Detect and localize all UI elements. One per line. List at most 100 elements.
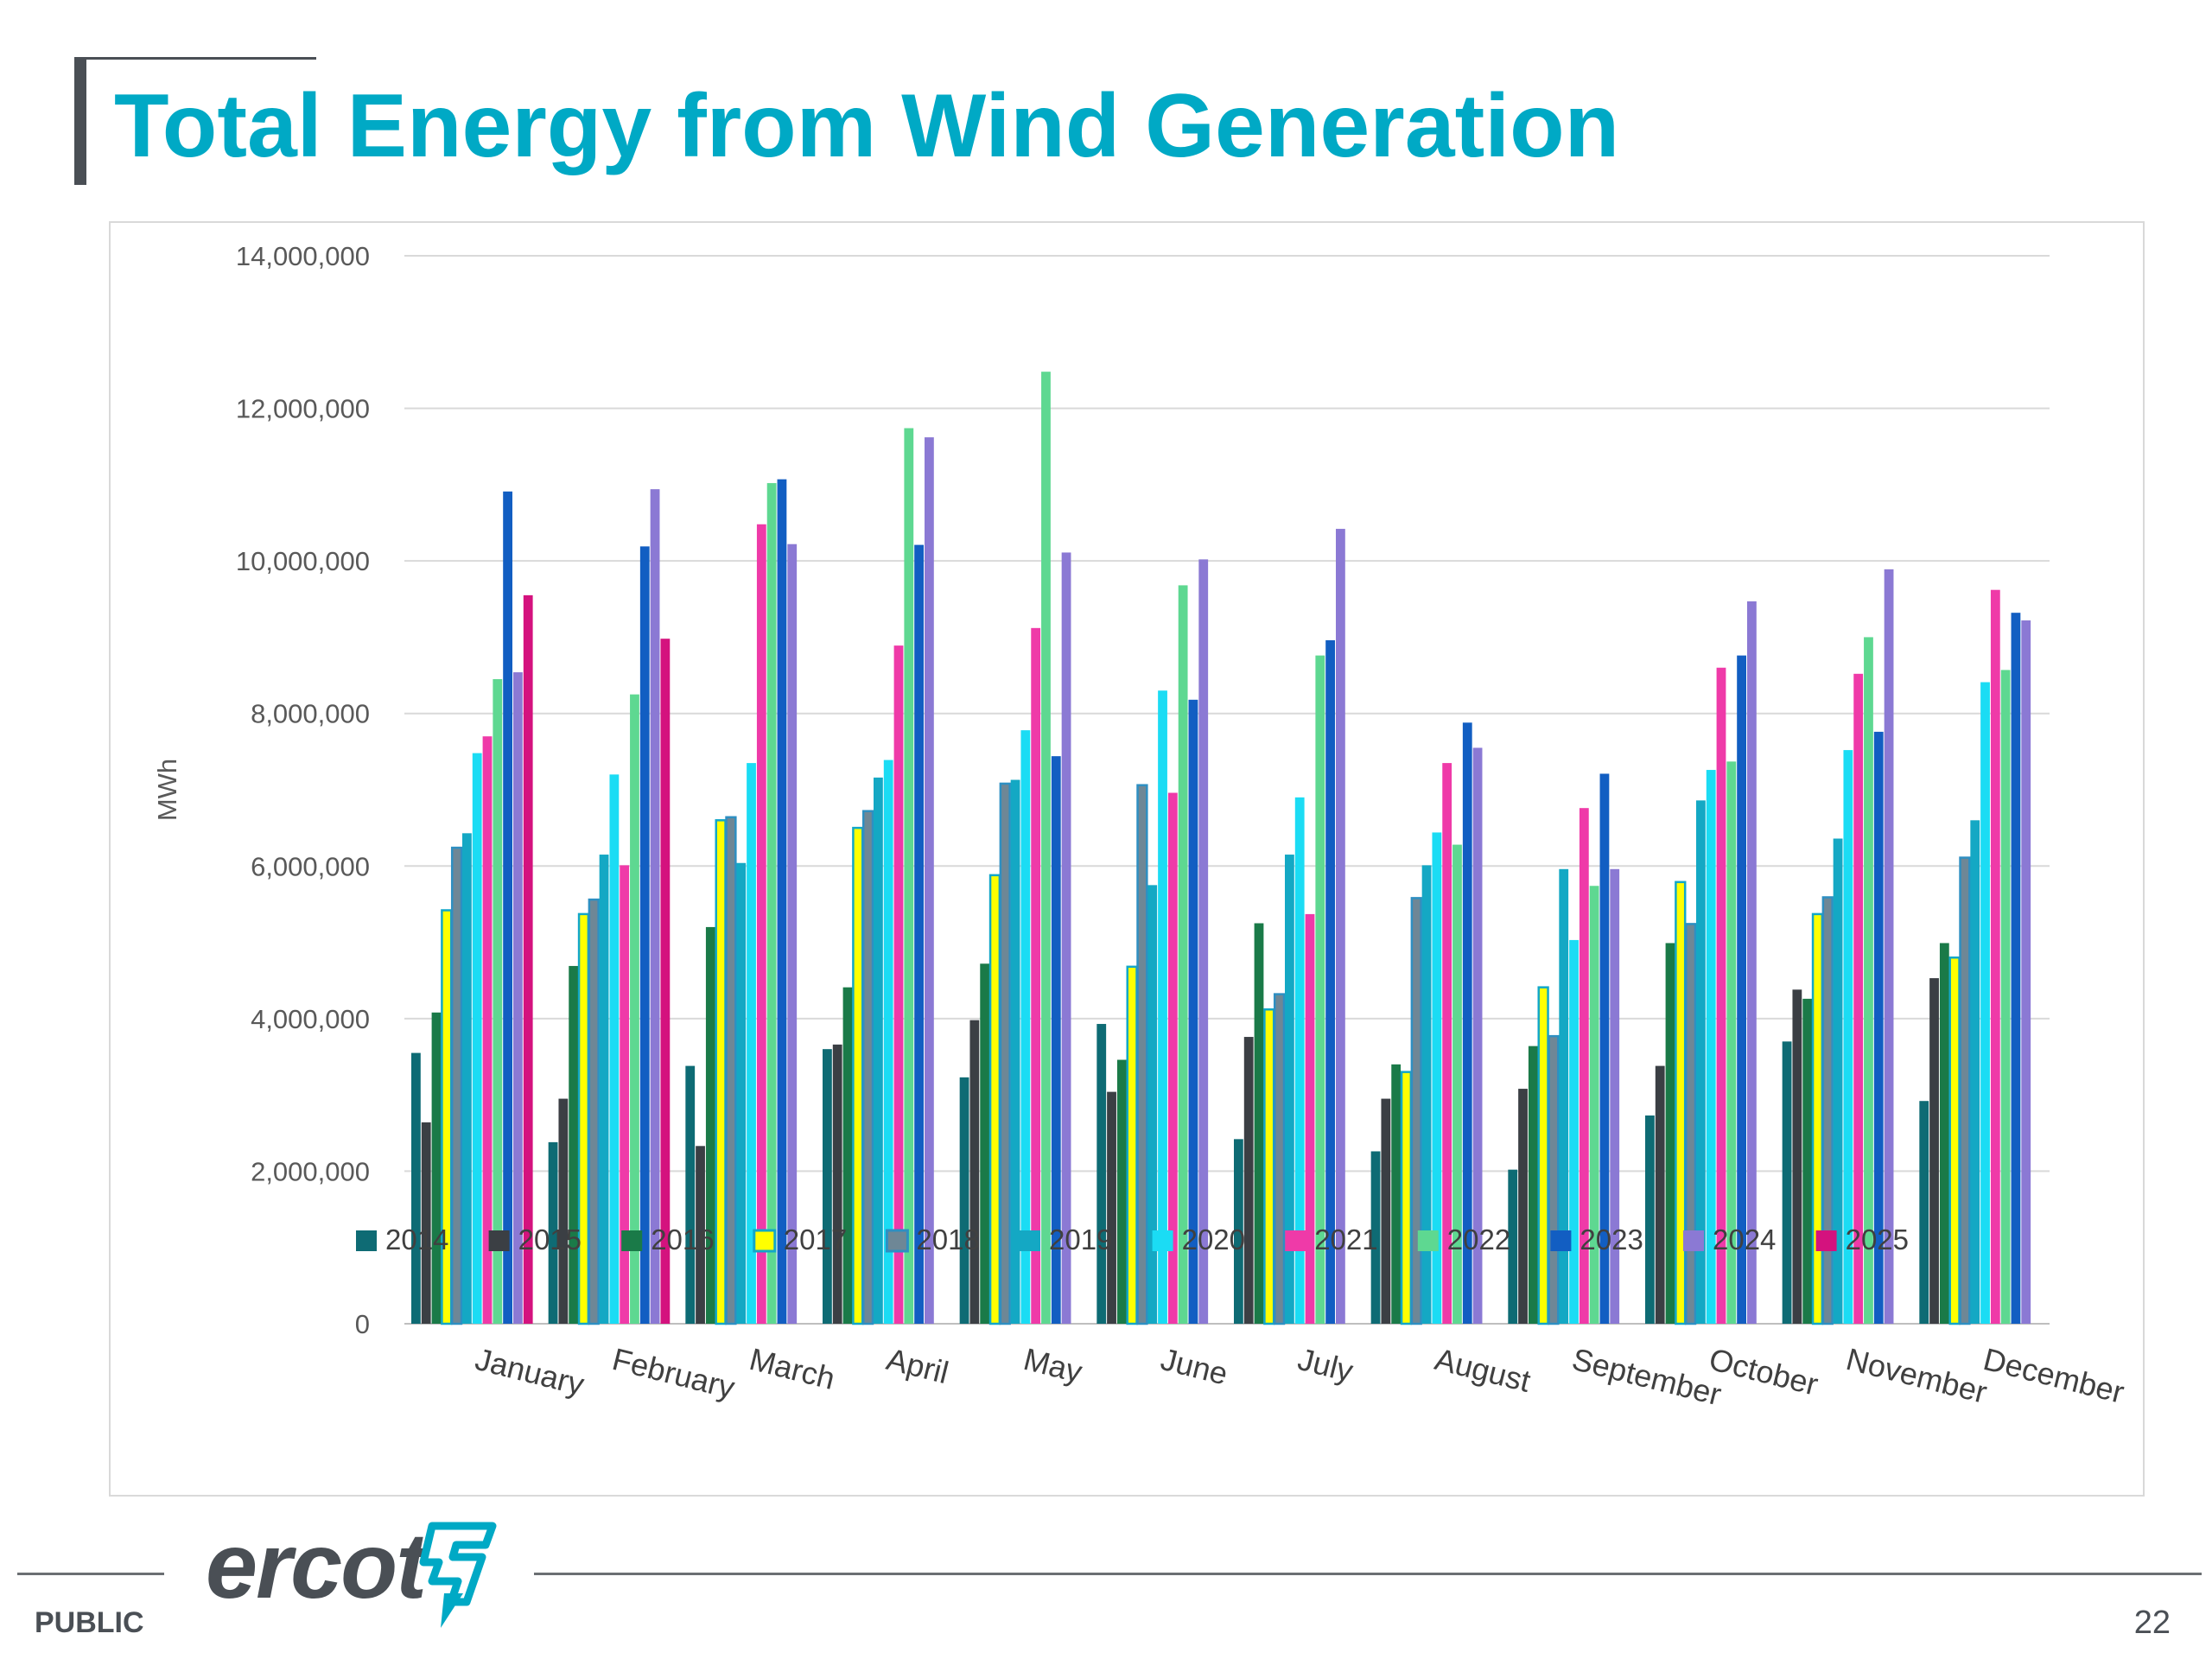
bar bbox=[1243, 1037, 1254, 1324]
bar bbox=[999, 782, 1011, 1325]
bar bbox=[548, 1141, 558, 1324]
footer-rule-left bbox=[17, 1573, 164, 1575]
bar bbox=[1811, 912, 1824, 1325]
y-tick-label: 12,000,000 bbox=[236, 394, 370, 424]
bar bbox=[777, 479, 787, 1324]
bar bbox=[893, 645, 904, 1324]
bar bbox=[1747, 601, 1757, 1324]
bar bbox=[736, 862, 747, 1324]
bar bbox=[1325, 639, 1335, 1324]
bar bbox=[2021, 620, 2031, 1324]
bar bbox=[1041, 372, 1051, 1324]
legend-label: 2019 bbox=[1049, 1224, 1112, 1255]
bar bbox=[1010, 779, 1020, 1324]
bar bbox=[874, 777, 883, 1324]
bar bbox=[1285, 855, 1294, 1324]
bar bbox=[1315, 655, 1325, 1324]
legend-swatch bbox=[1152, 1230, 1173, 1251]
bar bbox=[1336, 529, 1345, 1324]
y-tick-label: 0 bbox=[355, 1309, 370, 1339]
legend-swatch bbox=[488, 1230, 510, 1251]
bar bbox=[1381, 1098, 1391, 1324]
bar bbox=[472, 753, 482, 1324]
bar bbox=[503, 491, 512, 1324]
bar bbox=[2000, 670, 2011, 1324]
bar bbox=[1737, 655, 1746, 1324]
bar bbox=[1948, 956, 1961, 1325]
bar bbox=[1370, 1151, 1381, 1324]
bar bbox=[747, 763, 756, 1324]
bar bbox=[1391, 1064, 1402, 1324]
bar bbox=[577, 912, 590, 1325]
bar bbox=[766, 483, 777, 1324]
bar bbox=[639, 546, 650, 1324]
y-tick-label: 10,000,000 bbox=[236, 546, 370, 576]
bar bbox=[1696, 800, 1706, 1324]
bar bbox=[1939, 943, 1949, 1324]
legend-swatch bbox=[356, 1230, 377, 1251]
bar bbox=[787, 543, 798, 1324]
bar bbox=[1980, 682, 1990, 1324]
legend-label: 2014 bbox=[385, 1224, 448, 1255]
legend-label: 2018 bbox=[916, 1224, 979, 1255]
footer-public-label: PUBLIC bbox=[35, 1606, 144, 1639]
bar bbox=[558, 1098, 569, 1324]
bar bbox=[756, 524, 766, 1324]
bar bbox=[1569, 939, 1579, 1324]
bar bbox=[1684, 923, 1697, 1325]
y-tick-label: 2,000,000 bbox=[251, 1156, 370, 1186]
bar bbox=[1706, 770, 1716, 1324]
bar bbox=[842, 987, 853, 1324]
legend-label: 2016 bbox=[651, 1224, 714, 1255]
bar bbox=[1645, 1115, 1655, 1324]
bar bbox=[1675, 880, 1687, 1325]
bar bbox=[1792, 989, 1802, 1324]
y-tick-label: 6,000,000 bbox=[251, 851, 370, 881]
bar bbox=[1136, 784, 1148, 1325]
bar bbox=[904, 428, 914, 1325]
bar bbox=[1263, 1008, 1275, 1325]
bar bbox=[493, 678, 503, 1324]
bar bbox=[1959, 856, 1971, 1325]
bar bbox=[1452, 844, 1462, 1324]
bar bbox=[883, 760, 893, 1324]
bar bbox=[1051, 756, 1061, 1324]
legend-swatch bbox=[1020, 1230, 1040, 1251]
bar bbox=[1589, 886, 1599, 1324]
bar bbox=[1821, 896, 1834, 1325]
bar bbox=[823, 1049, 832, 1324]
x-tick-label: June bbox=[1157, 1341, 1231, 1392]
bar bbox=[914, 544, 924, 1324]
bar bbox=[1782, 1041, 1792, 1324]
bar bbox=[441, 909, 453, 1325]
bar bbox=[1462, 722, 1472, 1324]
x-tick-label: September bbox=[1568, 1341, 1725, 1412]
bar bbox=[1970, 820, 1980, 1324]
bar bbox=[1442, 763, 1452, 1324]
legend-label: 2015 bbox=[518, 1224, 582, 1255]
logo-wordmark: ercot bbox=[206, 1513, 427, 1618]
bar bbox=[620, 865, 630, 1324]
bar bbox=[705, 926, 715, 1324]
bar bbox=[715, 819, 727, 1325]
bar bbox=[1929, 978, 1939, 1324]
bar bbox=[1853, 673, 1864, 1324]
bar bbox=[1400, 1071, 1413, 1325]
x-tick-label: November bbox=[1843, 1341, 1991, 1410]
bar bbox=[1873, 731, 1884, 1324]
wind-generation-bar-chart: 0 2,000,000 4,000,000 6,000,000 8,000,000 10,… bbox=[152, 241, 2127, 1412]
bar bbox=[685, 1065, 696, 1324]
x-tick-label: February bbox=[609, 1341, 739, 1406]
bar bbox=[1833, 838, 1843, 1324]
bar bbox=[2011, 613, 2021, 1324]
legend-swatch bbox=[1683, 1230, 1704, 1251]
bar bbox=[513, 672, 523, 1324]
bar bbox=[1421, 865, 1432, 1324]
bar bbox=[725, 816, 737, 1325]
bar bbox=[832, 1044, 842, 1324]
footer-rule-right bbox=[534, 1573, 2202, 1575]
bar bbox=[1726, 761, 1737, 1324]
bar bbox=[599, 855, 609, 1324]
legend-swatch bbox=[1285, 1230, 1306, 1251]
bar bbox=[1610, 868, 1620, 1324]
